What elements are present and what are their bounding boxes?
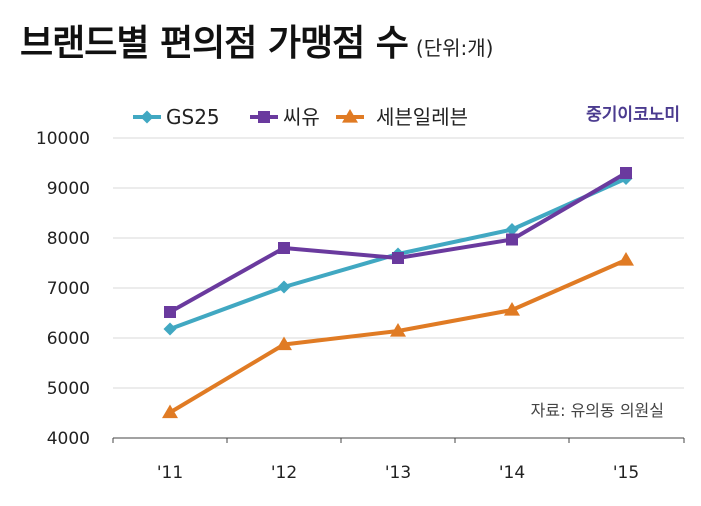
legend-item: GS25 [133, 105, 220, 129]
legend-label: GS25 [166, 105, 220, 129]
title-block: 브랜드별 편의점 가맹점 수 (단위:개) [20, 14, 493, 66]
series-2 [162, 252, 634, 419]
legend-label: 씨유 [283, 105, 320, 129]
data-point [278, 242, 290, 254]
data-point [392, 252, 404, 264]
data-point [506, 233, 518, 246]
data-point [164, 306, 176, 318]
x-tick-label: '11 [157, 463, 183, 483]
axes [112, 437, 685, 443]
unit-label: (단위:개) [415, 36, 494, 60]
x-tick-label: '15 [613, 463, 639, 483]
y-tick-label: 9000 [47, 179, 90, 199]
y-tick-labels: 4000 5000 6000 7000 8000 9000 10000 [36, 129, 90, 449]
x-tick-labels: '11 '12 '13 '14 '15 [157, 463, 639, 483]
data-point [618, 252, 634, 266]
data-point [390, 323, 406, 337]
y-tick-label: 7000 [47, 279, 90, 299]
y-tick-label: 8000 [47, 229, 90, 249]
x-tick-label: '12 [271, 463, 297, 483]
data-point [276, 336, 292, 351]
data-point [162, 404, 178, 419]
source-note: 자료: 유의동 의원실 [531, 401, 664, 420]
y-tick-label: 10000 [36, 129, 90, 149]
y-tick-label: 4000 [47, 429, 90, 449]
data-point [163, 322, 177, 336]
legend-marker [140, 110, 154, 124]
y-tick-label: 6000 [47, 329, 90, 349]
y-tick-label: 5000 [47, 379, 90, 399]
data-point [505, 223, 519, 236]
series-1 [164, 167, 632, 318]
legend: GS25 씨유 세븐일레븐 [133, 105, 468, 129]
legend-marker [258, 111, 270, 123]
legend-label: 세븐일레븐 [376, 105, 468, 129]
legend-item: 세븐일레븐 [336, 105, 468, 129]
series-group [162, 167, 634, 419]
x-tick-label: '14 [499, 463, 525, 483]
x-tick-label: '13 [385, 463, 411, 483]
data-point [277, 280, 291, 294]
legend-marker [342, 109, 358, 123]
brand-label: 중기이코노미 [586, 105, 680, 125]
data-point [620, 167, 632, 179]
legend-item: 씨유 [250, 105, 320, 129]
data-point [504, 302, 520, 316]
chart-title: 브랜드별 편의점 가맹점 수 [20, 23, 409, 64]
